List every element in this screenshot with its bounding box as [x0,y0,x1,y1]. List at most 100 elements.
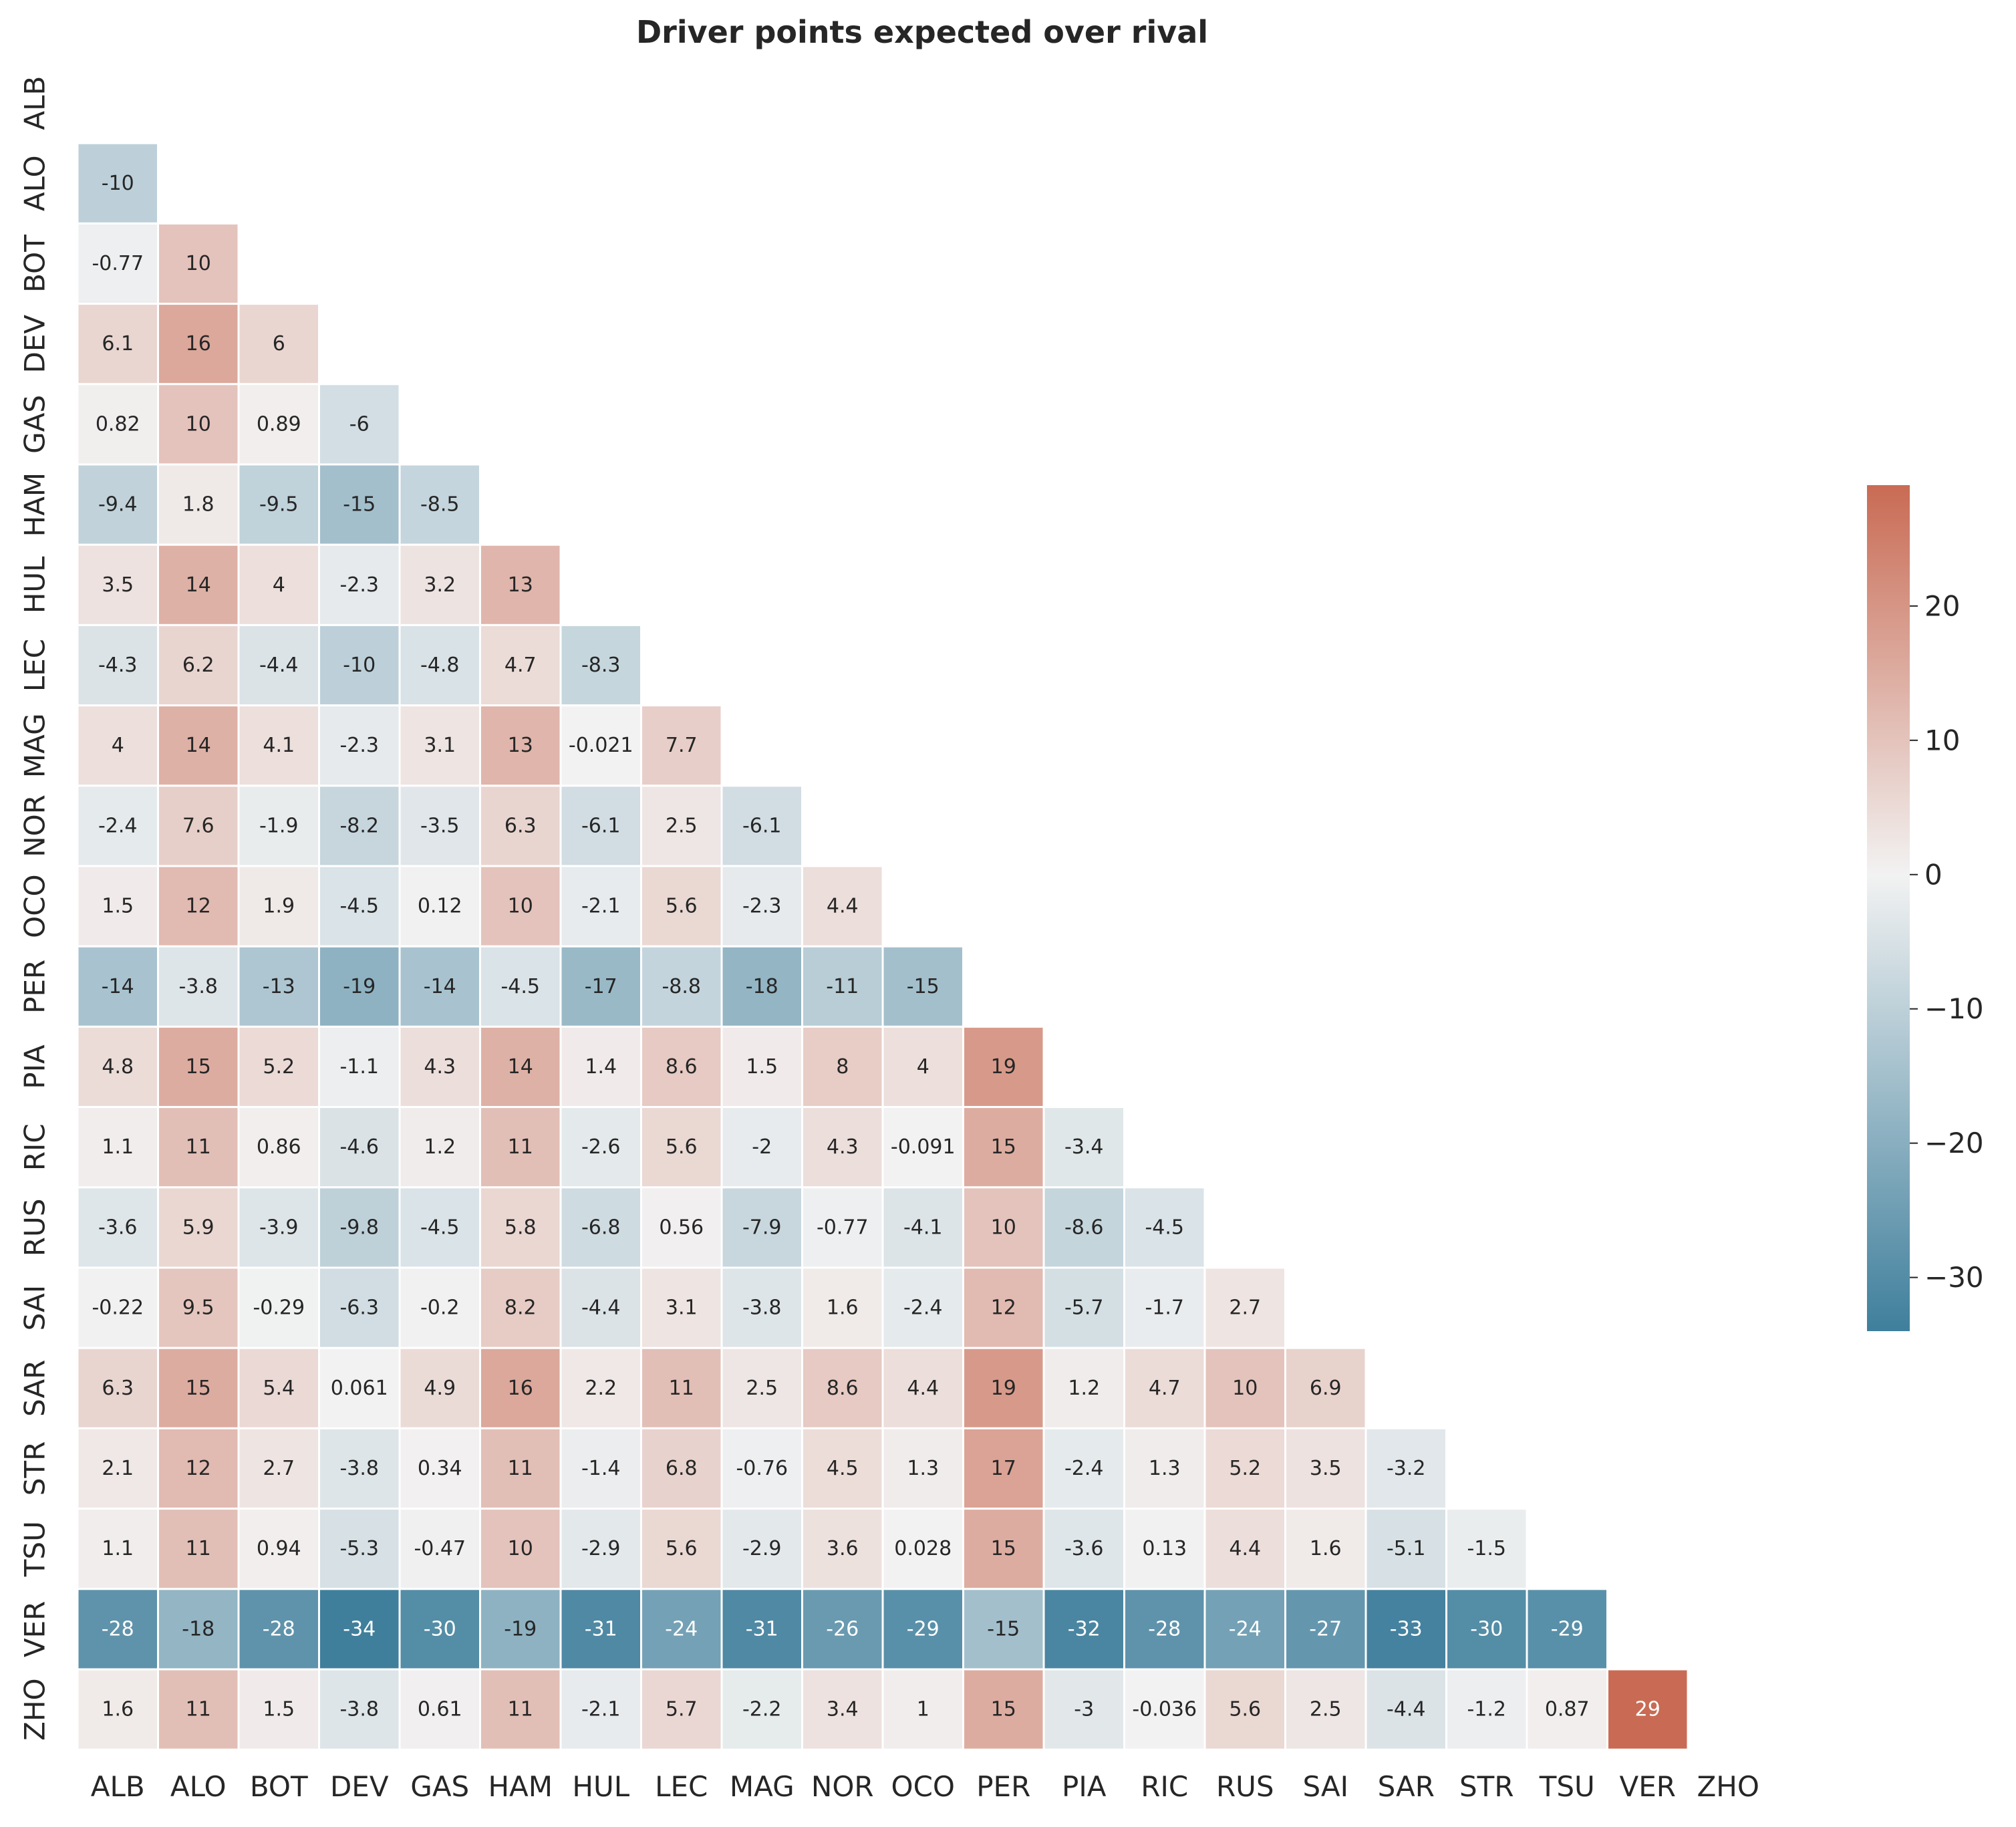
cell-value-label: 11 [186,1135,211,1159]
cell-value-label: 0.13 [1142,1537,1187,1560]
x-tick-label-gas: GAS [410,1770,469,1803]
heatmap-cell-hul-gas [398,543,481,626]
heatmap-cell-hul-dev [318,543,401,626]
cell-value-label: 2.7 [1229,1296,1261,1320]
cell-value-label: -24 [1229,1617,1262,1641]
heatmap-cell-str-hul [559,1427,642,1510]
heatmap-cell-ric-alb [76,1106,159,1189]
cell-value-label: -0.2 [420,1296,460,1320]
cell-value-label: 4.3 [424,1055,456,1079]
heatmap-cell-lec-alo [157,623,240,707]
heatmap-cell-per-ham [479,945,562,1028]
cell-value-label: 3.6 [827,1537,859,1560]
y-tick-label-alo: ALO [19,155,51,211]
heatmap-cell-zho-alb [76,1668,159,1751]
cell-value-label: 12 [186,895,211,918]
heatmap-cell-gas-dev [318,383,401,466]
cell-value-label: 19 [991,1377,1016,1400]
cell-value-label: 2.5 [1310,1698,1342,1721]
heatmap-cell-pia-bot [237,1025,320,1109]
heatmap-cell-str-rus [1203,1427,1286,1510]
heatmap-cell-lec-alb [76,623,159,707]
cell-value-label: -5.1 [1387,1537,1426,1560]
heatmap-cell-ric-pia [1042,1106,1125,1189]
colorbar-tick-label: −10 [1924,992,1984,1025]
cell-value-label: -3.8 [339,1457,379,1480]
cell-value-label: -28 [102,1617,134,1641]
cell-value-label: 4.7 [505,654,537,677]
heatmap-cell-pia-alo [157,1025,240,1109]
cell-value-label: -11 [826,975,859,998]
cell-value-label: 8.6 [666,1055,698,1079]
heatmap-cell-nor-alb [76,785,159,867]
cell-value-label: 29 [1635,1698,1661,1721]
y-tick-label-oco: OCO [19,874,51,938]
heatmap-cell-sai-hul [559,1266,642,1349]
y-tick-label-per: PER [19,960,51,1014]
heatmap-cell-zho-lec [640,1668,723,1751]
heatmap-cell-rus-hul [559,1186,642,1269]
cell-value-label: 12 [991,1296,1016,1320]
heatmap-cell-ver-nor [801,1588,884,1671]
heatmap-cell-str-ric [1123,1427,1206,1510]
cell-value-label: -1.2 [1467,1698,1506,1721]
cell-value-label: 10 [186,412,211,436]
cell-value-label: -2.3 [339,734,379,757]
cell-value-label: 5.6 [666,895,698,918]
heatmap-cell-lec-hul [559,623,642,707]
heatmap-cell-pia-per [962,1025,1045,1109]
cell-value-label: -6.3 [339,1296,379,1320]
cell-value-label: -4.1 [903,1216,943,1239]
heatmap-cell-rus-per [962,1186,1045,1269]
y-tick-label-str: STR [19,1441,51,1496]
cell-value-label: 15 [991,1135,1016,1159]
heatmap-cell-sar-alb [76,1347,159,1429]
cell-value-label: -8.8 [662,975,701,998]
cell-value-label: -9.5 [259,493,299,517]
cell-value-label: 3.1 [666,1296,698,1320]
cell-value-label: -19 [343,975,376,998]
x-tick-label-pia: PIA [1062,1770,1107,1803]
cell-value-label: -2.6 [581,1135,621,1159]
x-tick-label-hul: HUL [572,1770,629,1803]
cell-value-label: -10 [343,654,376,677]
cell-value-label: -4.5 [339,895,379,918]
cell-value-label: -4.3 [98,654,138,677]
cell-value-label: 3.5 [1310,1457,1342,1480]
cell-value-label: -5.7 [1064,1296,1104,1320]
heatmap-cell-tsu-hul [559,1508,642,1590]
cell-value-label: 6.3 [102,1377,134,1400]
cell-value-label: -6.1 [742,814,782,837]
cell-value-label: 6.2 [182,654,214,677]
x-tick-label-oco: OCO [891,1770,955,1803]
cell-value-label: 14 [508,1055,533,1079]
cell-value-label: 1.5 [746,1055,778,1079]
x-tick-label-lec: LEC [655,1770,708,1803]
heatmap-cell-zho-sai [1284,1668,1367,1751]
y-tick-label-ver: VER [19,1601,51,1657]
cell-value-label: -1.5 [1467,1537,1506,1560]
heatmap-cell-ric-gas [398,1106,481,1189]
cell-value-label: -2.9 [581,1537,621,1560]
y-axis-tick-labels: ALB ALO BOT DEV GAS HAM HUL LEC MAG NOR OCO PER PIA R… [19,76,51,1741]
heatmap-cell-ver-alo [157,1588,240,1671]
heatmap-cells: -10 -0.77 10 6.1 16 6 0.82 10 0.89 -6 -9.4 1.8 -9.5 -… [76,142,1689,1751]
cell-value-label: 9.5 [182,1296,214,1320]
heatmap-cell-ric-dev [318,1106,401,1189]
heatmap-cell-tsu-mag [720,1508,803,1590]
heatmap-cell-sar-dev [318,1347,401,1429]
cell-value-label: 1.5 [102,895,134,918]
heatmap-cell-str-per [962,1427,1045,1510]
cell-value-label: 14 [186,573,211,597]
heatmap-cell-sar-per [962,1347,1045,1429]
x-tick-label-mag: MAG [730,1770,795,1803]
cell-value-label: 1.6 [1310,1537,1342,1560]
cell-value-label: 11 [186,1537,211,1560]
x-tick-label-per: PER [976,1770,1030,1803]
cell-value-label: 4.4 [907,1377,939,1400]
heatmap-cell-rus-ric [1123,1186,1206,1269]
cell-value-label: -2.4 [98,814,138,837]
heatmap-cell-nor-mag [720,785,803,867]
cell-value-label: -1.1 [339,1055,379,1079]
cell-value-label: 4 [273,573,285,597]
